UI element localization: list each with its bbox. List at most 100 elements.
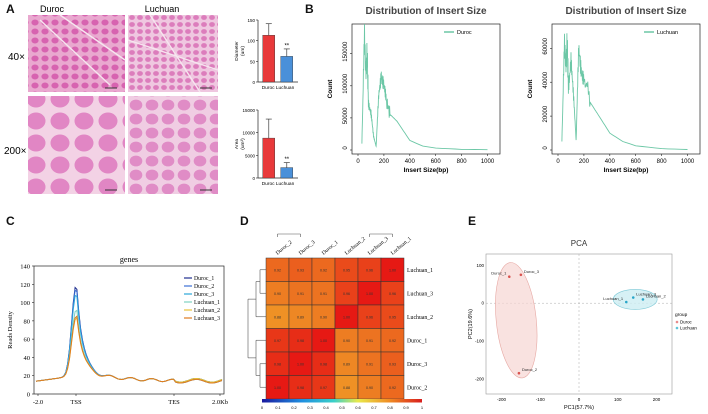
heatmap-cell-value: 1.00 [343,315,350,319]
y-tick-label: 0 [543,146,549,150]
y-tick-label: 40000 [543,71,549,88]
bar-duroc [262,35,275,83]
heatmap-cell-value: 0.90 [343,339,350,343]
y-tick-label: 80 [24,318,31,325]
heatmap-cell-value: 0.98 [274,362,281,366]
insert-size-line [361,24,488,151]
insert-size-line [561,33,688,150]
colorbar [262,399,422,403]
legend-label: Luchuan [680,326,697,331]
y-axis-label-line1: Area [234,139,240,149]
x-tick-label: -200 [497,397,507,402]
heatmap-cell-value: 0.92 [389,386,396,390]
x-tick-label: 0 [578,397,581,402]
y-tick-label: 50000 [343,107,349,124]
heatmap-cell-value: 0.92 [274,268,281,272]
panel-b-figure: Distribution of Insert Size 0 200 400 600 800… [327,6,701,174]
heatmap-cell-value: 0.90 [366,386,373,390]
colorbar-tick-label: 0.6 [355,405,361,410]
heatmap-cell-value: 0.96 [343,292,350,296]
x-tick-label: TSS [70,399,82,406]
row-label-200x: 200× [4,146,27,157]
pca-point-label: Duroc_3 [524,269,540,274]
pca-point-luchuan_2 [641,298,645,301]
panel-c-figure: genes 0 20 40 60 80 100 120 140 -2.0 TSS TES 2.0Kb Re… [7,255,228,406]
heatmap-cell-value: 0.92 [320,268,327,272]
legend-swatch-duroc [675,320,679,324]
y-tick-label: 100 [247,39,255,44]
x-tick-label: 0 [356,159,360,165]
x-tick-label: 800 [657,159,668,165]
x-axis-label: PC1(57.7%) [564,405,594,411]
heatmap-cell-value: 0.93 [389,362,396,366]
colorbar-tick-label: 0.3 [307,405,313,410]
pca-point-luchuan_1 [624,300,628,304]
x-tick-label: 600 [431,159,442,165]
plot-title: Distribution of Insert Size [565,6,687,17]
density-line-luchuan_3 [35,315,223,384]
heatmap-cell-value: 0.91 [366,362,373,366]
y-tick-label: 100000 [343,73,349,94]
heatmap-cell-value: 1.00 [366,292,373,296]
legend-label: Duroc [680,320,693,325]
heatmap-cell-value: 0.96 [389,292,396,296]
bar-chart-diameter: 0 50 100 150 ** Duroc Luchuan Diameter (um) [234,18,298,91]
y-tick-label: 60000 [543,37,549,54]
heatmap-cell-value: 0.91 [297,292,304,296]
y-axis-label-line1: Diameter [234,41,240,61]
heatmap-cell-value: 0.95 [389,315,396,319]
heatmap-cell-value: 0.91 [366,339,373,343]
panel-c: C genes 0 20 40 60 80 100 120 140 -2.0 TSS TES 2.0Kb… [0,210,236,414]
colorbar-tick-label: 0 [261,405,264,410]
pca-point-duroc_1 [507,275,511,279]
plot-frame [33,265,225,395]
x-tick-label: 200 [379,159,390,165]
row-label: Luchuan_3 [407,291,433,297]
plot-title: Distribution of Insert Size [365,6,487,17]
pca-point-duroc_2 [517,371,521,375]
heatmap-cell-value: 0.92 [389,339,396,343]
bar-duroc [262,137,275,179]
y-tick-label: 60 [24,337,31,344]
connective-line-2 [127,39,219,71]
pca-point-label: Duroc_1 [491,271,507,276]
row-label: Luchuan_1 [407,268,433,274]
heatmap-cell-value: 0.88 [274,315,281,319]
x-tick-label: -2.0 [33,399,43,406]
x-category-labels: Duroc Luchuan [262,85,295,91]
y-axis-label: Count [527,79,534,99]
colorbar-tick-label: 0.1 [275,405,281,410]
y-tick-label: 5000 [245,153,256,158]
panel-e: E PCA -200 -100 0 100 200 -200 -100 0 100 PC1(57.7… [464,210,708,414]
heatmap-cell-value: 1.00 [297,362,304,366]
insert-size-plot-duroc: Distribution of Insert Size 0 200 400 600 800… [327,6,501,174]
x-tick-label: 200 [579,159,590,165]
x-tick-label: -100 [536,397,546,402]
colorbar-tick-label: 0.8 [387,405,393,410]
legend: Duroc_1 Duroc_2 Duroc_3 Luchuan_1 Luchuan_2 L… [184,276,220,322]
heatmap-cell-value: 0.95 [343,268,350,272]
colorbar-tick-label: 0.5 [339,405,345,410]
x-tick-label: 1000 [481,159,495,165]
column-label: Luchuan_3 [367,236,390,257]
legend-label: Duroc [457,30,472,36]
column-label: Luchuan_1 [390,236,413,257]
colorbar-tick-label: 0.2 [291,405,297,410]
y-tick-label: 120 [20,282,30,289]
micrograph-duroc-200x [28,96,125,194]
plot-title: genes [120,255,138,264]
bar-luchuan [280,167,293,179]
x-tick-label: 1000 [681,159,695,165]
heatmap-cell-value: 0.97 [320,386,327,390]
x-axis-label: Insert Size(bp) [404,167,449,174]
legend-label: Duroc_2 [194,284,214,290]
plot-frame [351,23,501,155]
panel-a-figure: Duroc Luchuan 40× 200× 0 50 100 150 ** Duroc Luch… [4,4,298,194]
connective-line-0 [39,19,111,86]
x-tick-label: 0 [556,159,560,165]
legend-title: group [675,312,688,318]
panel-label-b: B [305,2,314,16]
panel-e-figure: PCA -200 -100 0 100 200 -200 -100 0 100 PC1(57.7%)… [468,239,697,411]
col-label-luchuan: Luchuan [145,4,180,14]
pca-point-label: Luchuan_2 [646,293,667,298]
